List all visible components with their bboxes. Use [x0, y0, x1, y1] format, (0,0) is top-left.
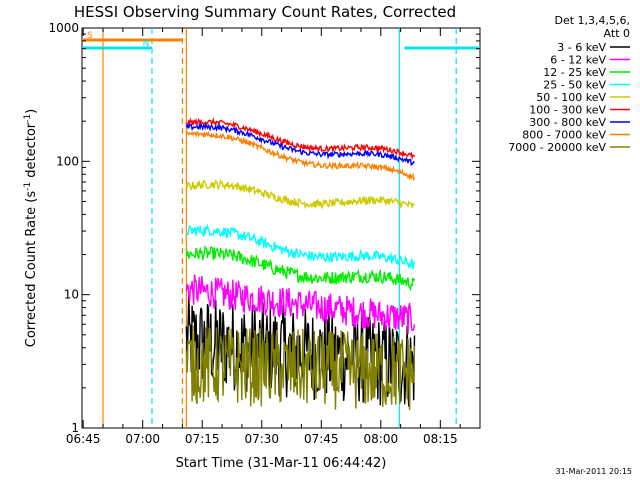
legend-label: 25 - 50 keV: [543, 79, 606, 92]
legend-title-line2: Att 0: [604, 27, 630, 40]
series-line: [185, 325, 416, 411]
legend-label: 6 - 12 keV: [550, 54, 606, 67]
legend-label: 300 - 800 keV: [529, 116, 606, 129]
y-tick-label: 1000: [48, 21, 79, 35]
series-layer: [185, 117, 416, 411]
legend-label: 3 - 6 keV: [557, 41, 606, 54]
legend-label: 50 - 100 keV: [536, 91, 606, 104]
x-tick-label: 06:45: [66, 432, 101, 446]
series-line: [185, 223, 416, 270]
legend-label: 100 - 300 keV: [529, 104, 606, 117]
footer-timestamp: 31-Mar-2011 20:15: [556, 467, 633, 476]
legend-label: 12 - 25 keV: [543, 66, 606, 79]
y-axis-label-mid: detector: [24, 122, 39, 182]
flag-label: N: [143, 39, 150, 49]
series-line: [185, 274, 416, 335]
plot-frame: [81, 27, 481, 429]
x-tick-label: 08:15: [423, 432, 458, 446]
legend-title-line1: Det 1,3,4,5,6,: [554, 14, 630, 27]
x-tick-label: 07:00: [125, 432, 160, 446]
y-axis: 1 10 100 1000: [48, 21, 480, 435]
y-axis-label-end: ): [24, 109, 39, 114]
x-tick-label: 07:15: [185, 432, 220, 446]
flag-label: S: [87, 31, 93, 41]
y-tick-label: 100: [56, 154, 79, 168]
legend-label: 800 - 7000 keV: [522, 129, 606, 142]
y-axis-label-main: Corrected Count Rate (s: [24, 191, 39, 348]
x-tick-label: 07:45: [304, 432, 339, 446]
series-line: [185, 244, 416, 292]
x-axis-label: Start Time (31-Mar-11 06:44:42): [176, 456, 387, 471]
flags-layer: SN: [82, 31, 480, 50]
series-line: [185, 122, 415, 166]
x-tick-label: 08:00: [364, 432, 399, 446]
x-tick-label: 07:30: [244, 432, 279, 446]
y-axis-label: Corrected Count Rate (s-1 detector-1): [23, 109, 39, 347]
chart-title: HESSI Observing Summary Count Rates, Cor…: [74, 3, 456, 21]
series-line: [185, 117, 416, 161]
y-tick-label: 10: [64, 288, 79, 302]
y-axis-label-sup1: -1: [23, 182, 33, 191]
series-line: [186, 130, 416, 182]
legend-label: 7000 - 20000 keV: [508, 141, 606, 154]
y-tick-label: 1: [71, 421, 79, 435]
series-line: [185, 178, 415, 210]
x-axis: 06:45 07:00 07:15 07:30 07:45 08:00 08:15: [66, 28, 481, 446]
y-axis-label-sup2: -1: [23, 114, 33, 123]
